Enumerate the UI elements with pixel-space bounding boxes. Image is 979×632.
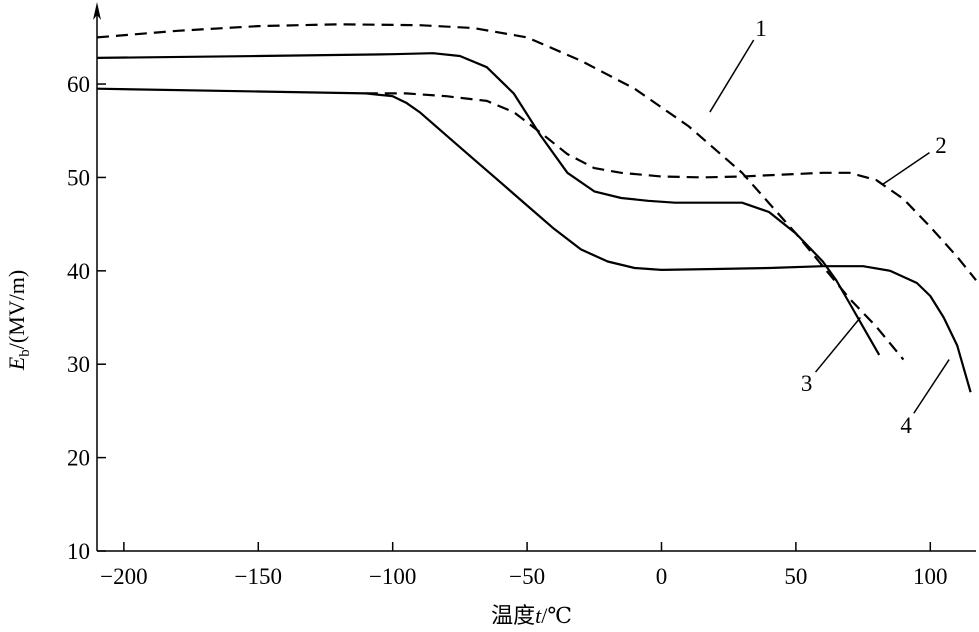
y-axis-label-var: E xyxy=(4,356,29,371)
annotation-leader-1 xyxy=(709,39,755,113)
annotation-label-3: 3 xyxy=(801,371,813,396)
y-axis-label-unit: /(MV/m) xyxy=(4,270,29,349)
annotation-label-2: 2 xyxy=(935,133,947,158)
y-tick-label: 50 xyxy=(67,165,90,190)
y-axis-arrow-icon xyxy=(93,2,101,20)
y-tick-label: 40 xyxy=(67,259,90,284)
x-ticks: −200 −150 −100 −50 0 50 100 xyxy=(100,542,948,589)
x-tick-label: 50 xyxy=(784,564,807,589)
x-axis-label-unit: /℃ xyxy=(541,603,572,628)
y-axis-label-sub: b xyxy=(17,349,33,357)
annotation-leader-4 xyxy=(913,359,950,414)
y-tick-label: 30 xyxy=(67,352,90,377)
x-tick-label: −100 xyxy=(369,564,416,589)
x-axis-label-var: t xyxy=(535,603,542,628)
series-layer xyxy=(96,23,977,393)
annotation-leader-3 xyxy=(814,317,861,373)
annotation-label-4: 4 xyxy=(900,413,912,438)
x-tick-label: 0 xyxy=(656,564,668,589)
y-tick-label: 60 xyxy=(67,72,90,97)
x-axis-label-prefix: 温度 xyxy=(491,603,535,628)
y-axis-label: Eb/(MV/m) xyxy=(4,270,33,371)
x-tick-label: 100 xyxy=(913,564,948,589)
y-tick-label: 20 xyxy=(67,446,90,471)
annotation-leader-2 xyxy=(881,151,930,186)
annotation-layer: 1 2 3 4 xyxy=(709,16,950,438)
x-axis-label: 温度t/℃ xyxy=(491,603,572,628)
series-line-3 xyxy=(96,52,881,356)
x-tick-label: −50 xyxy=(509,564,545,589)
annotation-label-1: 1 xyxy=(755,16,767,41)
x-tick-label: −200 xyxy=(100,564,147,589)
y-tick-label: 10 xyxy=(67,539,90,564)
x-tick-label: −150 xyxy=(235,564,282,589)
series-line-2 xyxy=(365,92,977,281)
series-line-4 xyxy=(96,87,972,393)
axes xyxy=(93,2,976,552)
series-line-1 xyxy=(96,23,905,361)
y-ticks: 10 20 30 40 50 60 xyxy=(67,72,106,564)
